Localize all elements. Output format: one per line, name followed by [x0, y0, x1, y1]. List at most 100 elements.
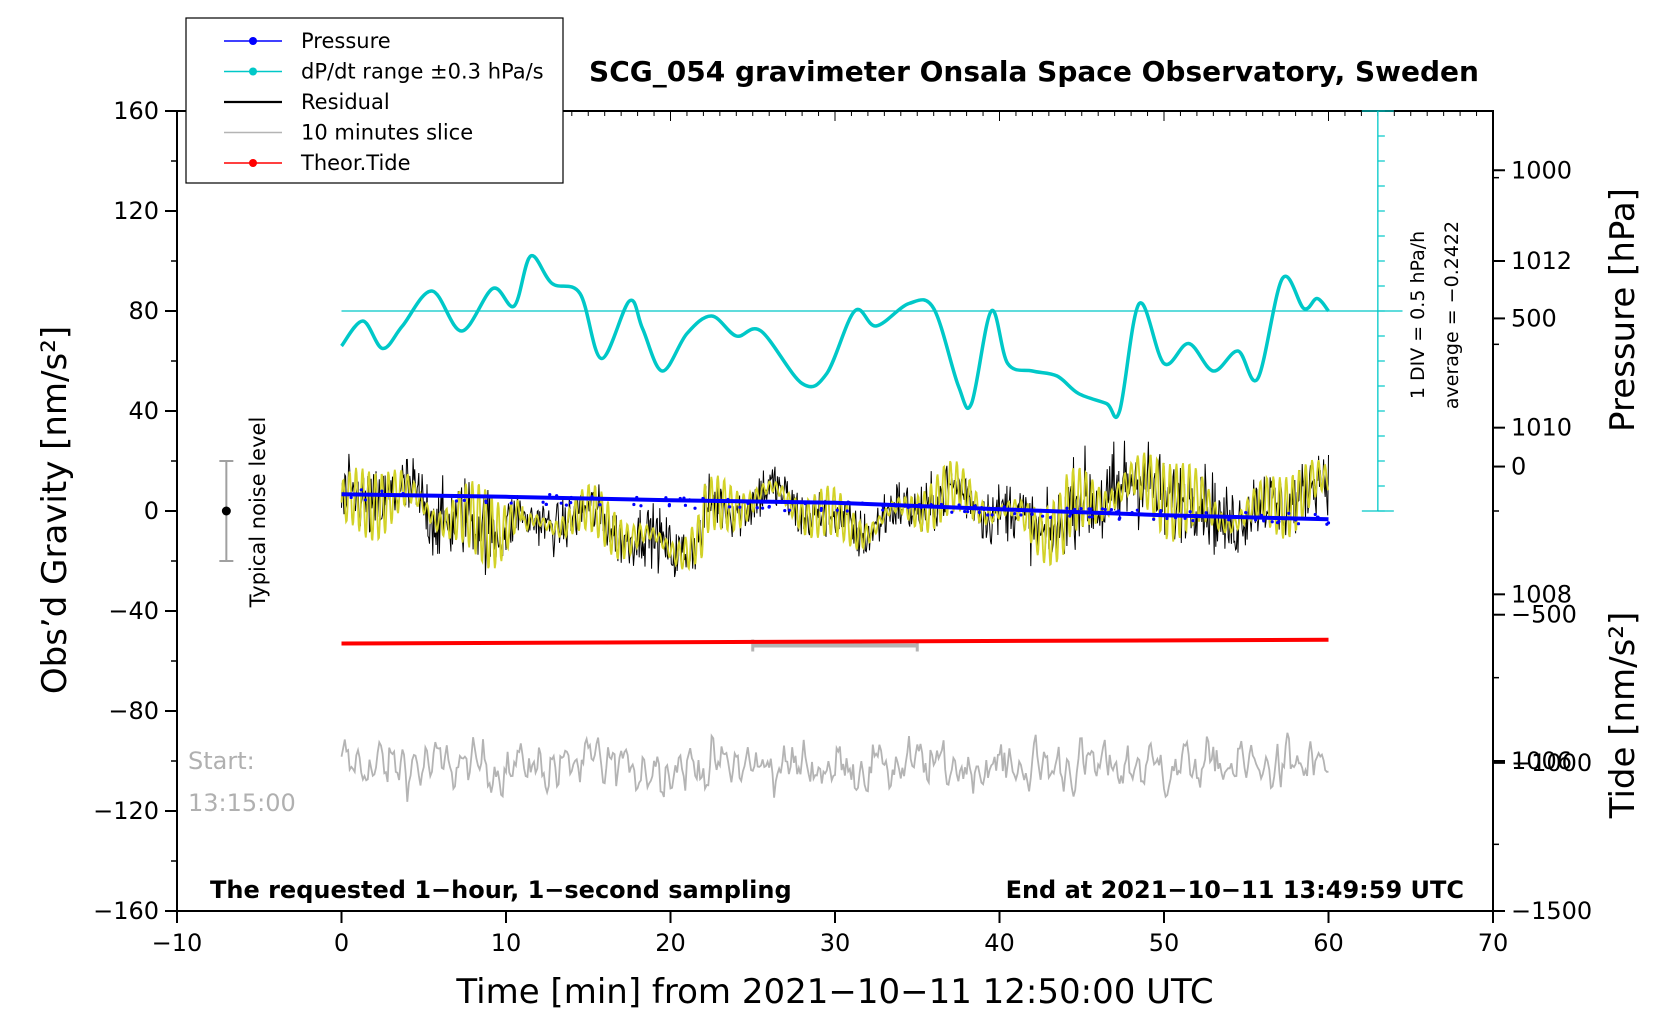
tide-tick-label: 0: [1511, 453, 1526, 481]
pressure-point: [977, 510, 981, 514]
pressure-point: [929, 502, 933, 507]
pressure-point: [728, 505, 732, 509]
tide-series: [341, 637, 1329, 646]
pressure-point: [973, 504, 977, 508]
pressure-point: [1048, 515, 1053, 520]
pressure-point: [1296, 522, 1301, 526]
pressure-point: [950, 510, 954, 514]
tide-axis-ticks: 1000 500 0 −500 −1000 −1500: [1493, 156, 1592, 925]
pressure-point: [569, 495, 573, 500]
pressure-point: [1277, 520, 1281, 524]
x-tick-label: 50: [1149, 929, 1180, 957]
pressure-point: [845, 509, 849, 513]
pressure-point: [860, 501, 865, 505]
pressure-point: [1130, 510, 1134, 515]
noise-level-label: Typical noise level: [246, 417, 270, 609]
pressure-point: [1204, 511, 1208, 515]
legend-marker: [249, 159, 257, 167]
dpdt-series: [340, 254, 1403, 420]
pressure-point: [746, 501, 750, 505]
pressure-point: [1002, 505, 1006, 509]
pressure-point: [555, 494, 559, 498]
legend-label: Theor.Tide: [300, 151, 411, 175]
pressure-point: [1103, 507, 1107, 512]
pressure-tick-label: 1006: [1511, 747, 1572, 775]
pressure-point: [1183, 516, 1187, 520]
pressure-point: [363, 498, 367, 502]
y-tick-label: 80: [128, 297, 159, 325]
pressure-point: [738, 505, 742, 509]
pressure-point: [1315, 515, 1320, 519]
pressure-point: [1087, 515, 1092, 519]
pressure-point: [1152, 517, 1156, 521]
pressure-point: [1079, 506, 1083, 511]
pressure-point: [781, 500, 785, 504]
pressure-point: [1090, 515, 1094, 519]
pressure-point: [966, 509, 970, 514]
pressure-point: [757, 499, 761, 504]
pressure-point: [716, 499, 720, 503]
pressure-point: [590, 495, 594, 499]
pressure-point: [1159, 509, 1163, 513]
pressure-point: [939, 502, 944, 507]
pressure-point: [1013, 507, 1017, 511]
pressure-series: [341, 488, 1331, 526]
pressure-point: [990, 513, 994, 517]
y-tick-label: 120: [113, 197, 159, 225]
x-tick-label: 30: [820, 929, 851, 957]
pressure-point: [919, 505, 923, 510]
pressure-point: [787, 508, 792, 512]
pressure-point: [1165, 516, 1169, 521]
y-tick-label: 40: [128, 397, 159, 425]
footnote-left: The requested 1−hour, 1−second sampling: [210, 876, 792, 904]
tide-tick-label: 1000: [1511, 156, 1572, 184]
pressure-point: [687, 498, 692, 502]
pressure-point: [682, 496, 686, 500]
pressure-point: [986, 513, 990, 517]
pressure-point: [1270, 520, 1274, 524]
pressure-point: [667, 504, 671, 508]
pressure-point: [1287, 511, 1291, 515]
pressure-point: [1173, 516, 1178, 520]
pressure-point: [783, 508, 787, 513]
pressure-point: [1325, 522, 1329, 526]
pressure-point: [401, 491, 405, 496]
pressure-point: [454, 499, 459, 503]
y-tick-label: −80: [108, 697, 159, 725]
filtered-line: [340, 452, 1330, 572]
y-axis-ticks: 160 120 80 40 0 −40 −80 −120 −160: [93, 97, 177, 925]
pressure-point: [666, 498, 670, 502]
pressure-point: [957, 503, 961, 507]
pressure-point: [1030, 512, 1034, 516]
pressure-point: [803, 501, 807, 506]
chart-title: SCG_054 gravimeter Onsala Space Observat…: [589, 55, 1479, 88]
tide-tick-label: −1000: [1511, 749, 1592, 777]
pressure-point: [1117, 509, 1121, 513]
legend: Pressure dP/dt range ±0.3 hPa/s Residual 10…: [185, 17, 564, 184]
pressure-point: [841, 501, 845, 505]
pressure-point: [881, 508, 885, 512]
y-tick-label: −160: [93, 897, 159, 925]
pressure-point: [509, 501, 513, 505]
x-axis-title: Time [min] from 2021−10−11 12:50:00 UTC: [455, 972, 1213, 1012]
slice-series: [340, 639, 1329, 802]
pressure-point: [380, 489, 384, 493]
pressure-point: [380, 492, 384, 496]
pressure-point: [1046, 509, 1050, 513]
x-tick-label: 20: [655, 929, 686, 957]
pressure-point: [1013, 511, 1017, 516]
x-tick-label: 60: [1313, 929, 1344, 957]
pressure-point: [832, 500, 836, 504]
pressure-point: [982, 507, 986, 511]
pressure-point: [913, 504, 917, 508]
pressure-point: [1253, 517, 1258, 521]
legend-label: Residual: [301, 90, 390, 114]
slice-start-label: Start:: [188, 747, 255, 775]
pressure-axis-title: Pressure [hPa]: [1603, 188, 1643, 432]
pressure-point: [1087, 507, 1091, 511]
pressure-point: [1108, 510, 1112, 514]
pressure-point: [1259, 513, 1264, 517]
pressure-point: [598, 503, 602, 507]
pressure-point: [559, 501, 563, 505]
tide-axis-title: Tide [nm/s²]: [1603, 612, 1643, 819]
